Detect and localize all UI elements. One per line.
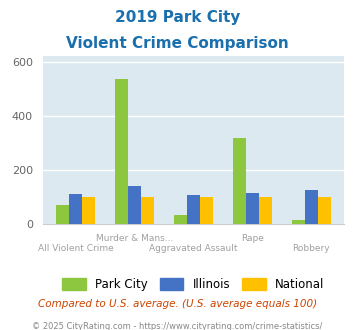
- Bar: [56, 205, 69, 224]
- Text: Compared to U.S. average. (U.S. average equals 100): Compared to U.S. average. (U.S. average …: [38, 299, 317, 309]
- Bar: [69, 194, 82, 224]
- Text: Violent Crime Comparison: Violent Crime Comparison: [66, 36, 289, 51]
- Bar: [82, 197, 95, 224]
- Bar: [305, 190, 318, 224]
- Text: All Violent Crime: All Violent Crime: [38, 244, 114, 253]
- Bar: [259, 197, 272, 224]
- Bar: [128, 186, 141, 224]
- Bar: [115, 79, 128, 224]
- Text: © 2025 CityRating.com - https://www.cityrating.com/crime-statistics/: © 2025 CityRating.com - https://www.city…: [32, 322, 323, 330]
- Text: Aggravated Assault: Aggravated Assault: [149, 244, 238, 253]
- Bar: [141, 197, 154, 224]
- Bar: [174, 215, 187, 224]
- Text: Robbery: Robbery: [293, 244, 330, 253]
- Bar: [200, 197, 213, 224]
- Bar: [187, 195, 200, 224]
- Text: Murder & Mans...: Murder & Mans...: [96, 234, 173, 243]
- Legend: Park City, Illinois, National: Park City, Illinois, National: [58, 274, 329, 296]
- Bar: [318, 197, 331, 224]
- Bar: [292, 219, 305, 224]
- Bar: [246, 193, 259, 224]
- Text: Rape: Rape: [241, 234, 264, 243]
- Text: 2019 Park City: 2019 Park City: [115, 10, 240, 25]
- Bar: [233, 138, 246, 224]
